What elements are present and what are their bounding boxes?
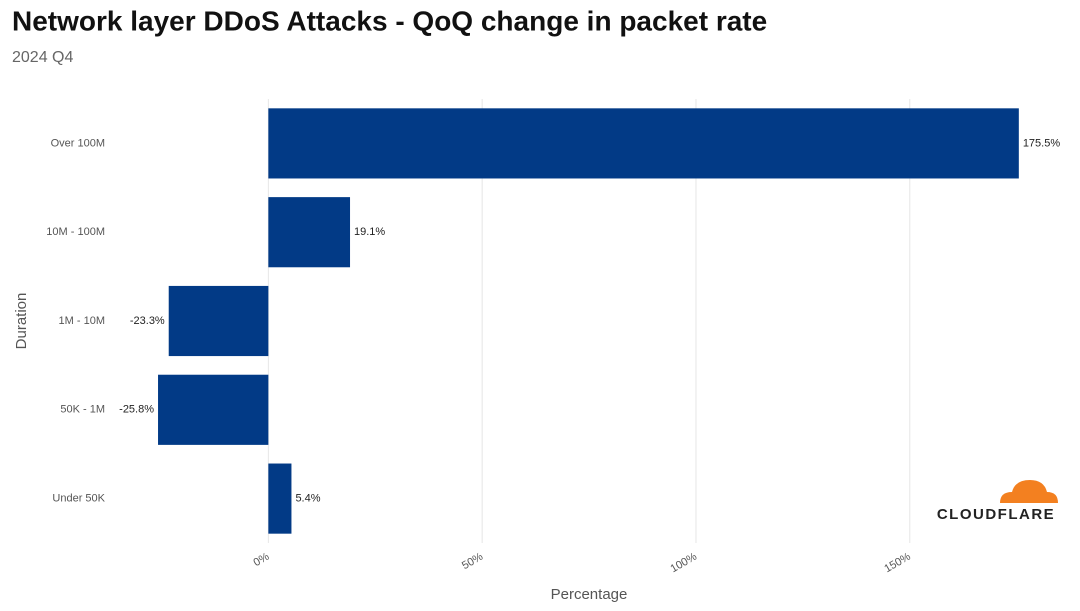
y-tick-label: 50K - 1M: [60, 404, 105, 416]
logo-cloud: [1000, 480, 1058, 503]
y-axis-title: Duration: [13, 293, 30, 350]
x-tick-label: 0%: [252, 551, 272, 569]
logo-text: CLOUDFLARE: [937, 506, 1055, 523]
x-tick-label: 100%: [669, 551, 700, 576]
chart-title: Network layer DDoS Attacks - QoQ change …: [12, 5, 767, 36]
bar: [158, 374, 269, 445]
y-tick-label: 10M - 100M: [46, 226, 105, 238]
value-label: -23.3%: [130, 315, 165, 327]
y-tick-label: Over 100M: [51, 137, 105, 149]
bar: [268, 463, 292, 534]
value-label: 19.1%: [354, 226, 385, 238]
x-tick-label: 150%: [882, 551, 913, 576]
x-tick-label: 50%: [460, 551, 485, 573]
chart-subtitle: 2024 Q4: [12, 49, 73, 66]
value-label: 175.5%: [1023, 137, 1061, 149]
value-label: 5.4%: [295, 493, 320, 505]
logo: CLOUDFLARE: [937, 480, 1058, 523]
bar: [168, 285, 269, 357]
x-axis-title: Percentage: [551, 586, 628, 603]
bar: [268, 108, 1019, 179]
y-tick-label: Under 50K: [52, 493, 105, 505]
value-label: -25.8%: [119, 404, 154, 416]
y-tick-label: 1M - 10M: [59, 315, 105, 327]
bar: [268, 197, 351, 268]
